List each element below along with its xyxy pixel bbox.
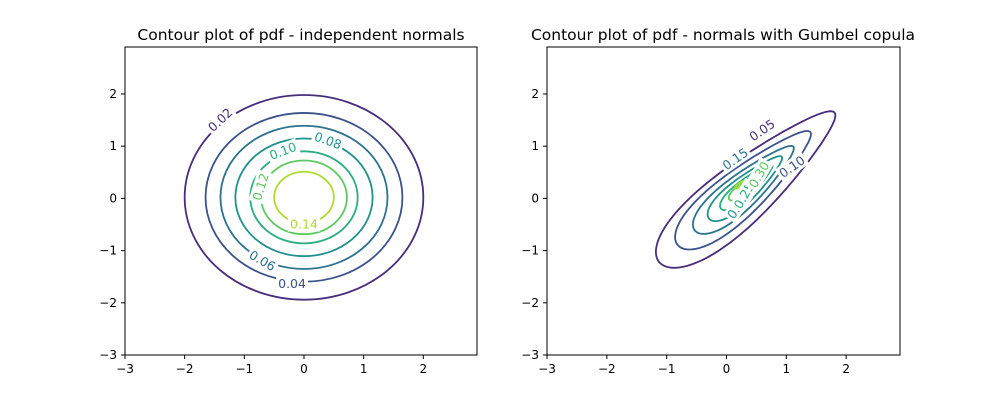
x-tick-label: −3 (538, 362, 556, 376)
y-axis-ticks: −3 −2 −1 0 1 2 (99, 87, 125, 362)
y-tick-label: 0 (531, 191, 539, 205)
y-tick-label: −1 (521, 244, 539, 258)
contour-label-mask (774, 151, 810, 182)
contour-label-mask (287, 216, 320, 232)
panel-independent-normals: Contour plot of pdf - independent normal… (99, 26, 478, 376)
contour-line (273, 170, 335, 224)
axes-frame (124, 46, 478, 356)
contour-label-mask (265, 138, 301, 164)
contour-label: 0.04 (278, 276, 306, 291)
contour-label-mask (248, 169, 273, 205)
y-tick-label: −1 (99, 244, 117, 258)
x-tick-label: 0 (723, 362, 731, 376)
x-tick-label: 0 (300, 362, 308, 376)
contour-line (219, 124, 389, 270)
y-tick-label: −3 (99, 348, 117, 362)
contour-line (234, 137, 374, 258)
contour-label-mask (203, 103, 237, 137)
y-tick-label: 0 (109, 191, 117, 205)
contour-label-mask (744, 114, 780, 146)
x-tick-label: −1 (235, 362, 253, 376)
contour-label-mask (717, 143, 753, 175)
contour-label-mask (244, 246, 281, 276)
contour-label: 0.14 (290, 216, 318, 231)
chart-title: Contour plot of pdf - independent normal… (137, 26, 464, 44)
x-tick-label: −1 (658, 362, 676, 376)
contour-label-group: 0.050.100.150.200.250.30 (717, 114, 810, 224)
x-axis-ticks: −3 −2 −1 0 1 2 (538, 355, 850, 376)
y-tick-label: −2 (521, 296, 539, 310)
contour-label-mask (744, 157, 774, 193)
chart-title: Contour plot of pdf - normals with Gumbe… (531, 26, 915, 44)
x-tick-label: 1 (360, 362, 368, 376)
contour-line (183, 94, 425, 301)
y-tick-label: 1 (109, 139, 117, 153)
y-tick-label: 2 (531, 87, 539, 101)
x-tick-label: 1 (783, 362, 791, 376)
x-tick-label: 2 (842, 362, 850, 376)
x-tick-label: −2 (598, 362, 616, 376)
contour-label: 0.12 (249, 171, 271, 202)
x-tick-label: −2 (176, 362, 194, 376)
axes-frame (546, 46, 901, 356)
y-tick-label: −2 (99, 296, 117, 310)
y-tick-label: −3 (521, 348, 539, 362)
contour-label-mask (276, 276, 309, 292)
y-tick-label: 2 (109, 87, 117, 101)
x-tick-label: 2 (419, 362, 427, 376)
y-tick-label: 1 (531, 139, 539, 153)
panel-gumbel-copula: Contour plot of pdf - normals with Gumbe… (521, 26, 915, 376)
x-tick-label: −3 (116, 362, 134, 376)
y-axis-ticks: −3 −2 −1 0 1 2 (521, 87, 547, 362)
contour-label-mask (310, 127, 346, 154)
contour-label: 0.10 (267, 139, 298, 163)
x-axis-ticks: −3 −2 −1 0 1 2 (116, 355, 427, 376)
